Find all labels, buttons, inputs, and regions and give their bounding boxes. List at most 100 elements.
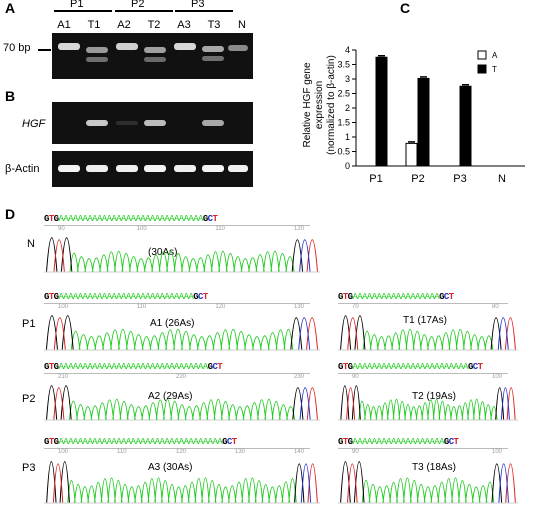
peak-trace-C — [298, 317, 311, 351]
position-tick-label: 110 — [215, 226, 225, 232]
peak-trace-A — [362, 328, 494, 351]
position-tick-label: 210 — [58, 374, 69, 380]
lane-label-a2: A2 — [117, 19, 131, 31]
peak-trace-C — [497, 317, 509, 351]
position-tick-label: 90 — [352, 374, 359, 380]
position-tick-label: 120 — [294, 226, 305, 232]
legend-label-t: T — [492, 65, 497, 74]
position-tick-label: 110 — [117, 449, 127, 455]
hgf-label: HGF — [22, 118, 46, 130]
peak-trace-T — [346, 387, 516, 421]
chromatogram-trace — [44, 385, 320, 421]
peak-trace-C — [299, 387, 311, 421]
lane-label-n: N — [238, 19, 246, 31]
x-tick-label-p3: P3 — [453, 173, 466, 185]
peak-trace-A — [68, 398, 296, 421]
position-tick-label: 100 — [492, 374, 503, 380]
position-tick-label: 120 — [176, 449, 187, 455]
position-tick-label: 130 — [235, 449, 246, 455]
peak-trace-C — [500, 387, 510, 421]
peak-trace-G — [46, 237, 304, 273]
group-label-p2: P2 — [131, 0, 145, 10]
y-axis-title-line2: expression — [314, 81, 325, 129]
lane-label-t1: T1 — [87, 19, 101, 31]
chromatogram-trace — [44, 315, 320, 351]
position-tick-label: 100 — [58, 304, 69, 310]
y-axis-title-line1: Relative HGF gene — [302, 62, 313, 147]
legend-swatch-t — [477, 64, 487, 74]
sequence-text: GTGAAAAAAAAAAAAAAAAAAAAAAAAAAAAAAAGCT — [44, 362, 223, 372]
chromatogram-trace — [338, 461, 518, 504]
row-label-n: N — [27, 238, 35, 250]
position-ruler — [44, 303, 310, 304]
peak-trace-A — [69, 250, 295, 273]
peak-trace-C — [299, 239, 311, 273]
peak-trace-G — [340, 385, 505, 421]
peak-trace-T — [347, 317, 516, 351]
position-tick-label: 110 — [136, 304, 147, 310]
position-ruler — [44, 373, 310, 374]
panel-label-c: C — [400, 0, 411, 16]
lane-label-t3: T3 — [207, 19, 221, 31]
group-bar-p2 — [115, 10, 173, 12]
trace-label: T2 (19As) — [412, 391, 456, 402]
gel-image-a — [52, 33, 253, 79]
sequence-text: GTGAAAAAAAAAAAAAAAAAAAGCT — [338, 437, 459, 447]
chromatogram-trace — [44, 461, 320, 504]
y-tick-label: 3.5 — [337, 60, 350, 70]
peak-trace-G — [340, 461, 503, 504]
y-tick-label: 2 — [345, 103, 350, 113]
bar-t-p1 — [375, 56, 388, 167]
x-tick-label-n: N — [498, 173, 506, 185]
y-axis-title-line3: (normalized to β-actin) — [326, 55, 337, 155]
position-ruler — [44, 225, 310, 226]
position-tick-label: 90 — [352, 449, 359, 455]
peak-trace-G — [340, 315, 502, 351]
trace-label: A2 (29As) — [148, 391, 193, 402]
position-ruler — [338, 303, 508, 304]
peak-trace-G — [45, 315, 303, 351]
peak-trace-C — [498, 463, 509, 504]
position-tick-label: 120 — [215, 304, 226, 310]
trace-label: A1 (26As) — [150, 318, 195, 329]
gel-image-hgf — [52, 102, 253, 144]
panel-label-b: B — [5, 88, 16, 104]
bar-t-p2 — [417, 77, 430, 167]
position-tick-label: 230 — [294, 374, 305, 380]
lane-label-a1: A1 — [57, 19, 71, 31]
peak-trace-C — [300, 463, 312, 504]
position-tick-label: 80 — [492, 304, 499, 310]
y-tick-label: 1.5 — [337, 118, 350, 128]
marker-label: 70 bp — [3, 42, 31, 54]
row-label-p1: P1 — [22, 318, 36, 330]
marker-tick — [38, 49, 51, 51]
row-label-p2: P2 — [22, 393, 36, 405]
sequence-text: GTGAAAAAAAAAAAAAAAAAAGCT — [338, 292, 454, 302]
sequence-text: GTGAAAAAAAAAAAAAAAAAAAAAAAAAAAAAAAAAAGCT — [44, 437, 237, 447]
position-ruler — [338, 373, 508, 374]
peak-trace-A — [361, 477, 495, 504]
position-tick-label: 100 — [58, 449, 69, 455]
peak-trace-T — [53, 387, 318, 421]
actin-label: β-Actin — [5, 163, 40, 175]
chromatogram-trace — [338, 385, 518, 421]
legend-swatch-a — [477, 50, 487, 60]
position-tick-label: 90 — [58, 226, 65, 232]
trace-label: T3 (18As) — [412, 462, 456, 473]
panel-label-d: D — [5, 206, 16, 222]
y-tick-label: 2.5 — [337, 89, 350, 99]
chromatogram-trace — [338, 315, 518, 351]
peak-trace-G — [46, 385, 304, 421]
group-label-p3: P3 — [191, 0, 205, 10]
peak-trace-A — [70, 328, 294, 351]
trace-label: T1 (17As) — [403, 315, 447, 326]
bar-a-p2 — [405, 142, 418, 167]
group-bar-p1 — [54, 10, 112, 12]
peak-trace-T — [53, 239, 318, 273]
x-tick-label-p1: P1 — [369, 173, 382, 185]
y-tick-label: 0 — [345, 161, 350, 171]
position-tick-label: 100 — [492, 449, 503, 455]
chromatogram-trace — [44, 237, 320, 273]
lane-label-a3: A3 — [177, 19, 191, 31]
peak-trace-A — [358, 398, 498, 421]
